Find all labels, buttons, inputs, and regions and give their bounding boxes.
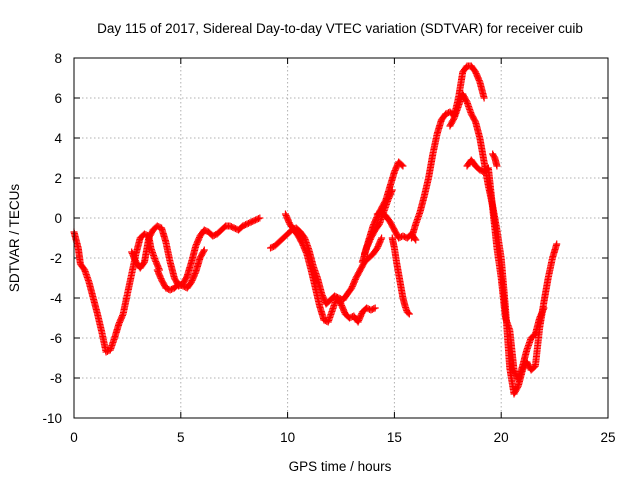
x-tick-label: 10 bbox=[280, 430, 295, 445]
x-tick-label: 15 bbox=[387, 430, 402, 445]
data-point-marker bbox=[119, 311, 127, 319]
y-tick-label: -2 bbox=[50, 251, 62, 266]
data-point-marker bbox=[493, 162, 501, 170]
y-tick-label: 6 bbox=[54, 91, 62, 106]
chart-title: Day 115 of 2017, Sidereal Day-to-day VTE… bbox=[97, 21, 583, 36]
plot-frame bbox=[73, 57, 609, 419]
data-series-12 bbox=[463, 156, 548, 384]
data-series-4 bbox=[267, 224, 386, 308]
x-tick-label: 20 bbox=[494, 430, 509, 445]
data-series-5 bbox=[281, 210, 379, 326]
data-point-marker bbox=[254, 215, 262, 223]
data-point-marker bbox=[256, 214, 264, 222]
data-point-marker bbox=[405, 310, 413, 318]
data-point-marker bbox=[200, 246, 208, 254]
data-series-3 bbox=[153, 246, 208, 294]
data-series-1 bbox=[70, 228, 163, 356]
y-tick-label: -4 bbox=[50, 291, 62, 306]
y-tick-label: 4 bbox=[54, 131, 62, 146]
tick-labels: 0 5 10 15 20 25 -10 -8 -6 -4 -2 0 2 4 6 8 bbox=[42, 51, 615, 445]
data-point-marker bbox=[539, 305, 547, 313]
y-tick-label: 2 bbox=[54, 171, 62, 186]
data-point-marker bbox=[480, 94, 488, 102]
data-series-7 bbox=[360, 158, 407, 258]
data-point-marker bbox=[200, 247, 208, 255]
x-tick-label: 0 bbox=[70, 430, 78, 445]
y-tick-label: 0 bbox=[54, 211, 62, 226]
y-tick-label: -8 bbox=[50, 371, 62, 386]
data-point-marker bbox=[399, 162, 407, 170]
data-point-marker bbox=[412, 236, 420, 244]
y-tick-label: -6 bbox=[50, 331, 62, 346]
data-series-9 bbox=[388, 234, 413, 318]
data-point-marker bbox=[370, 305, 378, 313]
y-tick-label: 8 bbox=[54, 51, 62, 66]
data-points bbox=[70, 62, 561, 398]
data-point-marker bbox=[398, 161, 406, 169]
y-axis-label: SDTVAR / TECUs bbox=[7, 184, 22, 293]
data-point-marker bbox=[404, 309, 412, 317]
data-point-marker bbox=[553, 240, 561, 248]
y-tick-label: -10 bbox=[42, 411, 62, 426]
data-point-marker bbox=[371, 304, 379, 312]
x-tick-label: 25 bbox=[600, 430, 615, 445]
data-series-13 bbox=[489, 150, 501, 170]
data-point-marker bbox=[377, 235, 385, 243]
data-point-marker bbox=[540, 304, 548, 312]
x-axis-label: GPS time / hours bbox=[289, 459, 392, 474]
x-tick-label: 5 bbox=[177, 430, 185, 445]
data-point-marker bbox=[378, 234, 386, 242]
